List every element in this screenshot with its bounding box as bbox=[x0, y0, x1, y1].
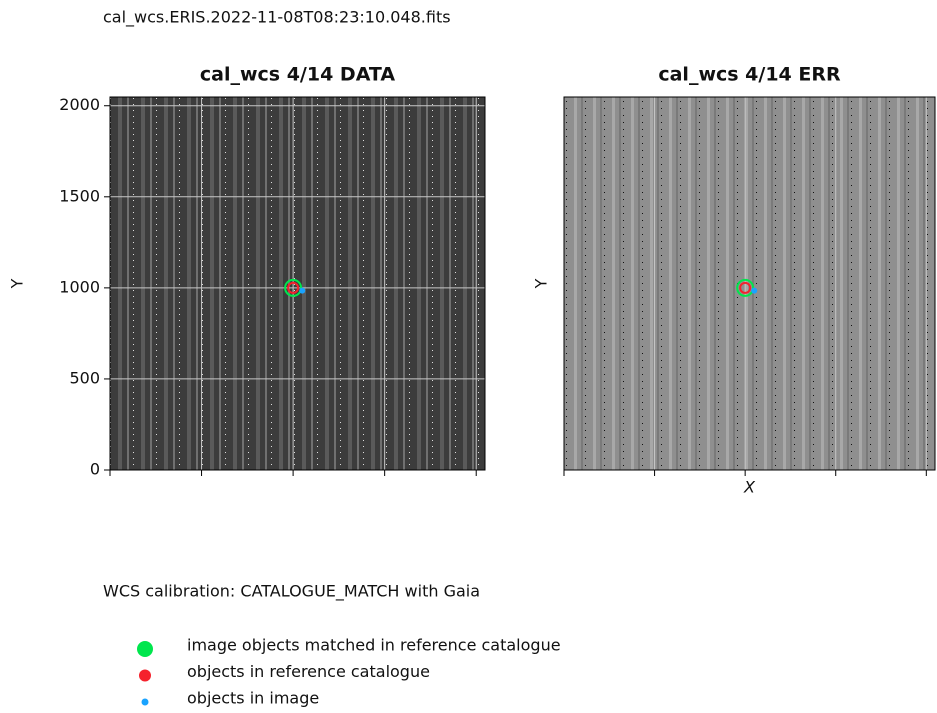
frame bbox=[563, 96, 936, 471]
y-tick-label: 2000 bbox=[59, 95, 100, 114]
y-tick-label: 1500 bbox=[59, 186, 100, 205]
legend-label: image objects matched in reference catal… bbox=[187, 636, 561, 655]
legend-label: objects in image bbox=[187, 689, 319, 708]
panel-title: cal_wcs 4/14 ERR bbox=[658, 64, 841, 86]
y-label: Y bbox=[532, 278, 551, 289]
image bbox=[110, 97, 485, 470]
legend-label: objects in reference catalogue bbox=[187, 662, 430, 681]
marker bbox=[739, 281, 752, 294]
y-tick-label: 500 bbox=[69, 368, 100, 387]
x-label: X bbox=[743, 478, 756, 497]
suptitle: cal_wcs.ERIS.2022-11-08T08:23:10.048.fit… bbox=[103, 8, 451, 28]
y-tick-label: 0 bbox=[90, 460, 100, 479]
panel-title: cal_wcs 4/14 DATA bbox=[200, 64, 396, 86]
marker bbox=[751, 287, 758, 294]
caption: WCS calibration: CATALOGUE_MATCH with Ga… bbox=[103, 582, 480, 602]
legend-marker bbox=[139, 669, 151, 682]
legend-marker bbox=[141, 698, 149, 706]
y-tick-label: 1000 bbox=[59, 277, 100, 296]
marker bbox=[287, 281, 300, 294]
legend-marker bbox=[137, 641, 153, 657]
y-label: Y bbox=[8, 278, 27, 289]
frame bbox=[109, 96, 486, 471]
marker bbox=[299, 287, 306, 294]
image bbox=[564, 97, 935, 470]
